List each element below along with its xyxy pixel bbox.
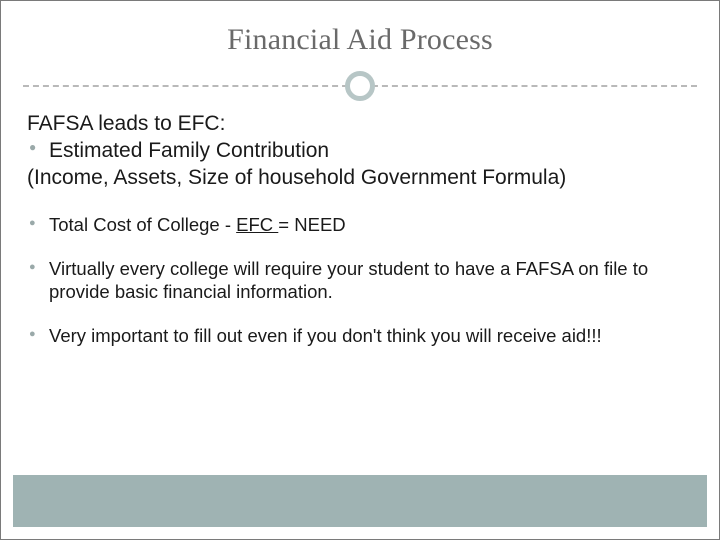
lead-block: FAFSA leads to EFC: Estimated Family Con…	[27, 111, 693, 192]
title-divider	[1, 71, 719, 101]
bullet-list: Total Cost of College - EFC = NEED Virtu…	[27, 214, 693, 348]
slide: Financial Aid Process FAFSA leads to EFC…	[0, 0, 720, 540]
list-item: Very important to fill out even if you d…	[27, 325, 693, 348]
list-item: Total Cost of College - EFC = NEED	[27, 214, 693, 237]
lead-line-3: (Income, Assets, Size of household Gover…	[27, 165, 693, 192]
bullet-text-post: = NEED	[278, 214, 345, 235]
title-area: Financial Aid Process	[1, 1, 719, 57]
ring-icon	[345, 71, 375, 101]
footer-band	[13, 475, 707, 527]
bullet-text-pre: Total Cost of College -	[49, 214, 236, 235]
lead-bullet: Estimated Family Contribution	[27, 138, 693, 165]
bullet-text: Very important to fill out even if you d…	[49, 325, 602, 346]
content-area: FAFSA leads to EFC: Estimated Family Con…	[27, 111, 693, 370]
page-title: Financial Aid Process	[1, 23, 719, 57]
bullet-text-underlined: EFC	[236, 214, 278, 235]
lead-line-1: FAFSA leads to EFC:	[27, 111, 693, 138]
bullet-text: Virtually every college will require you…	[49, 258, 648, 302]
list-item: Virtually every college will require you…	[27, 258, 693, 303]
